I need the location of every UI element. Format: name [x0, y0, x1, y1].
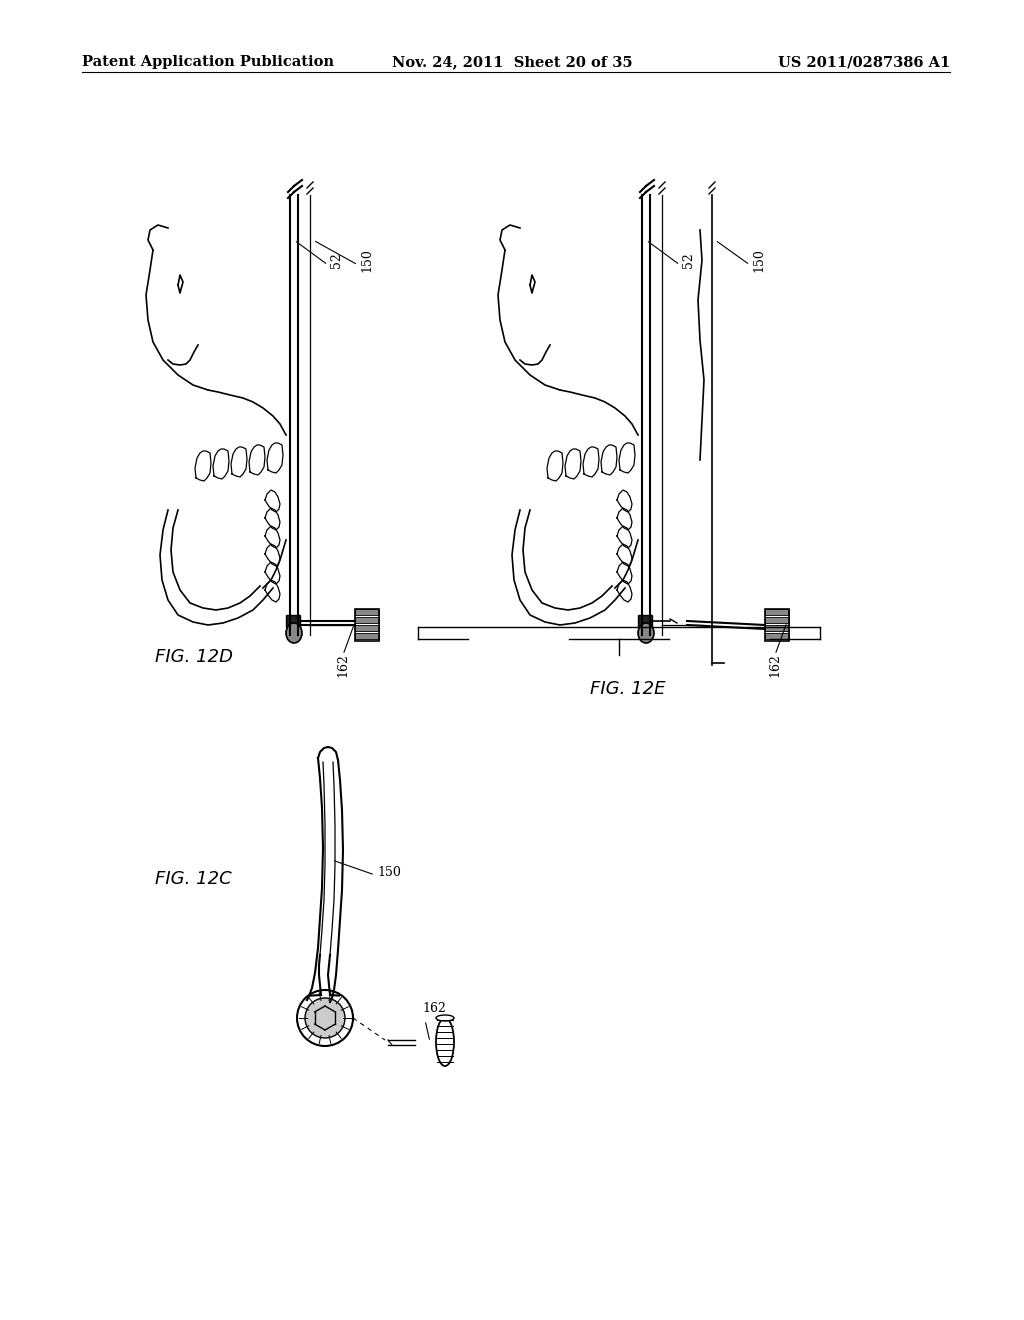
Bar [355, 634, 379, 639]
Text: FIG. 12D: FIG. 12D [155, 648, 233, 667]
Text: FIG. 12C: FIG. 12C [155, 870, 231, 888]
Text: Patent Application Publication: Patent Application Publication [82, 55, 334, 69]
Text: 52: 52 [682, 252, 695, 268]
Bar [765, 616, 790, 623]
Text: 162: 162 [422, 1002, 445, 1015]
Ellipse shape [638, 623, 654, 643]
Bar [355, 609, 379, 615]
Text: 150: 150 [752, 248, 765, 272]
Circle shape [297, 990, 353, 1045]
Bar [355, 624, 379, 631]
Text: 52: 52 [330, 252, 343, 268]
Text: 150: 150 [360, 248, 373, 272]
Bar [765, 609, 790, 642]
Ellipse shape [436, 1018, 454, 1067]
Circle shape [305, 998, 345, 1038]
Bar [765, 634, 790, 639]
Bar [355, 616, 379, 623]
Bar [355, 609, 379, 642]
Text: 150: 150 [377, 866, 400, 879]
Text: 162: 162 [336, 653, 349, 677]
Text: Nov. 24, 2011  Sheet 20 of 35: Nov. 24, 2011 Sheet 20 of 35 [392, 55, 632, 69]
Ellipse shape [286, 623, 302, 643]
Bar [765, 624, 790, 631]
Bar [765, 609, 790, 615]
Bar [638, 615, 652, 627]
Ellipse shape [436, 1015, 454, 1020]
Bar [286, 615, 300, 627]
Text: US 2011/0287386 A1: US 2011/0287386 A1 [778, 55, 950, 69]
Text: 162: 162 [768, 653, 781, 677]
Text: FIG. 12E: FIG. 12E [590, 680, 666, 698]
